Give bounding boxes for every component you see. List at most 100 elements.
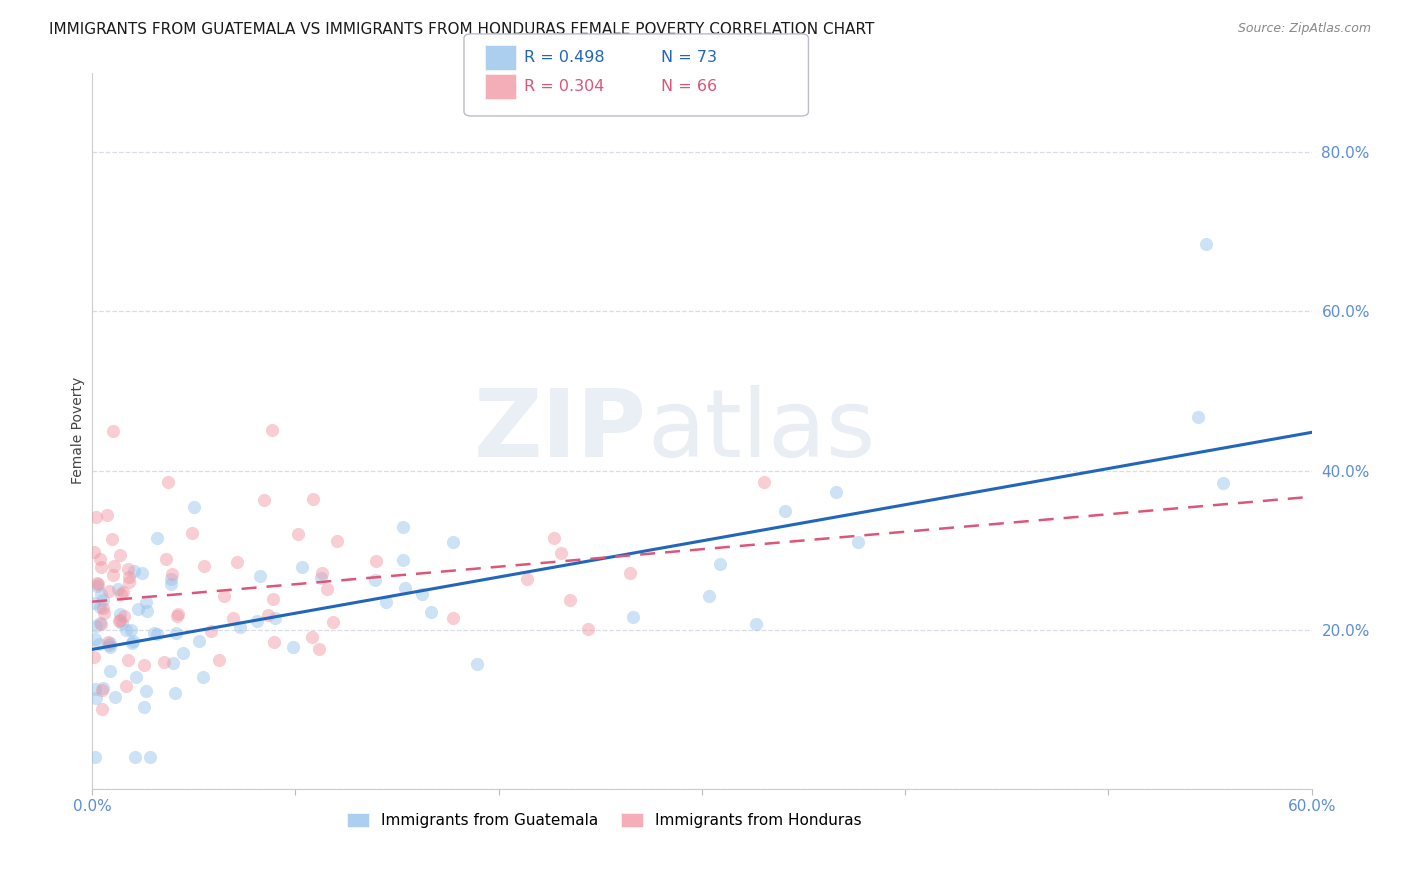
Text: N = 66: N = 66: [661, 79, 717, 94]
Point: [226, 555, 249, 569]
Point: [246, 614, 269, 628]
Point: [159, 572, 181, 586]
Point: [145, 627, 167, 641]
Point: [98, 640, 121, 654]
Point: [364, 554, 387, 568]
Point: [155, 552, 177, 566]
Text: R = 0.304: R = 0.304: [524, 79, 605, 94]
Point: [262, 591, 284, 606]
Point: [86, 579, 108, 593]
Point: [287, 527, 309, 541]
Point: [316, 582, 339, 596]
Point: [122, 634, 145, 648]
Point: [103, 559, 125, 574]
Point: [222, 611, 245, 625]
Point: [83, 650, 105, 665]
Point: [97, 635, 120, 649]
Point: [543, 531, 565, 545]
Point: [264, 611, 287, 625]
Text: N = 73: N = 73: [661, 51, 717, 65]
Point: [180, 526, 202, 541]
Point: [93, 681, 115, 695]
Point: [110, 587, 132, 601]
Point: [111, 616, 134, 631]
Point: [745, 617, 768, 632]
Point: [441, 535, 464, 549]
Point: [394, 581, 416, 595]
Point: [121, 636, 143, 650]
Point: [166, 609, 188, 624]
Point: [117, 562, 139, 576]
Point: [374, 595, 396, 609]
Point: [165, 686, 187, 700]
Point: [135, 594, 157, 608]
Point: [263, 635, 285, 649]
Point: [752, 475, 775, 489]
Point: [165, 626, 187, 640]
Point: [156, 475, 179, 490]
Point: [104, 690, 127, 704]
Point: [90, 702, 112, 716]
Text: IMMIGRANTS FROM GUATEMALA VS IMMIGRANTS FROM HONDURAS FEMALE POVERTY CORRELATION: IMMIGRANTS FROM GUATEMALA VS IMMIGRANTS …: [49, 22, 875, 37]
Point: [112, 609, 135, 624]
Point: [101, 424, 124, 438]
Legend: Immigrants from Guatemala, Immigrants from Honduras: Immigrants from Guatemala, Immigrants fr…: [342, 807, 868, 835]
Point: [107, 614, 129, 628]
Point: [89, 616, 111, 631]
Point: [621, 610, 644, 624]
Point: [363, 573, 385, 587]
Point: [193, 670, 215, 684]
Point: [98, 638, 121, 652]
Point: [110, 548, 132, 562]
Point: [619, 566, 641, 580]
Point: [138, 749, 160, 764]
Point: [90, 616, 112, 631]
Point: [84, 681, 107, 696]
Point: [846, 535, 869, 549]
Point: [91, 601, 114, 615]
Point: [193, 559, 215, 574]
Point: [411, 587, 433, 601]
Point: [1195, 236, 1218, 251]
Point: [89, 600, 111, 615]
Point: [93, 606, 115, 620]
Point: [166, 607, 188, 621]
Point: [108, 607, 131, 621]
Point: [131, 566, 153, 581]
Text: atlas: atlas: [647, 384, 876, 476]
Point: [309, 571, 332, 585]
Text: Source: ZipAtlas.com: Source: ZipAtlas.com: [1237, 22, 1371, 36]
Point: [115, 679, 138, 693]
Point: [392, 519, 415, 533]
Point: [114, 624, 136, 638]
Point: [90, 683, 112, 698]
Point: [135, 684, 157, 698]
Point: [281, 640, 304, 654]
Point: [101, 568, 124, 582]
Point: [200, 624, 222, 639]
Point: [143, 625, 166, 640]
Point: [98, 635, 121, 649]
Point: [83, 596, 105, 610]
Point: [96, 508, 118, 522]
Point: [550, 546, 572, 560]
Point: [87, 637, 110, 651]
Point: [516, 572, 538, 586]
Point: [208, 653, 231, 667]
Point: [160, 567, 183, 582]
Point: [111, 584, 134, 599]
Point: [108, 613, 131, 627]
Point: [84, 749, 107, 764]
Point: [132, 658, 155, 673]
Point: [773, 503, 796, 517]
Point: [183, 500, 205, 514]
Point: [308, 641, 330, 656]
Point: [465, 657, 488, 671]
Text: R = 0.498: R = 0.498: [524, 51, 605, 65]
Point: [89, 552, 111, 566]
Point: [419, 606, 441, 620]
Point: [107, 582, 129, 596]
Point: [84, 618, 107, 632]
Point: [118, 569, 141, 583]
Point: [118, 574, 141, 589]
